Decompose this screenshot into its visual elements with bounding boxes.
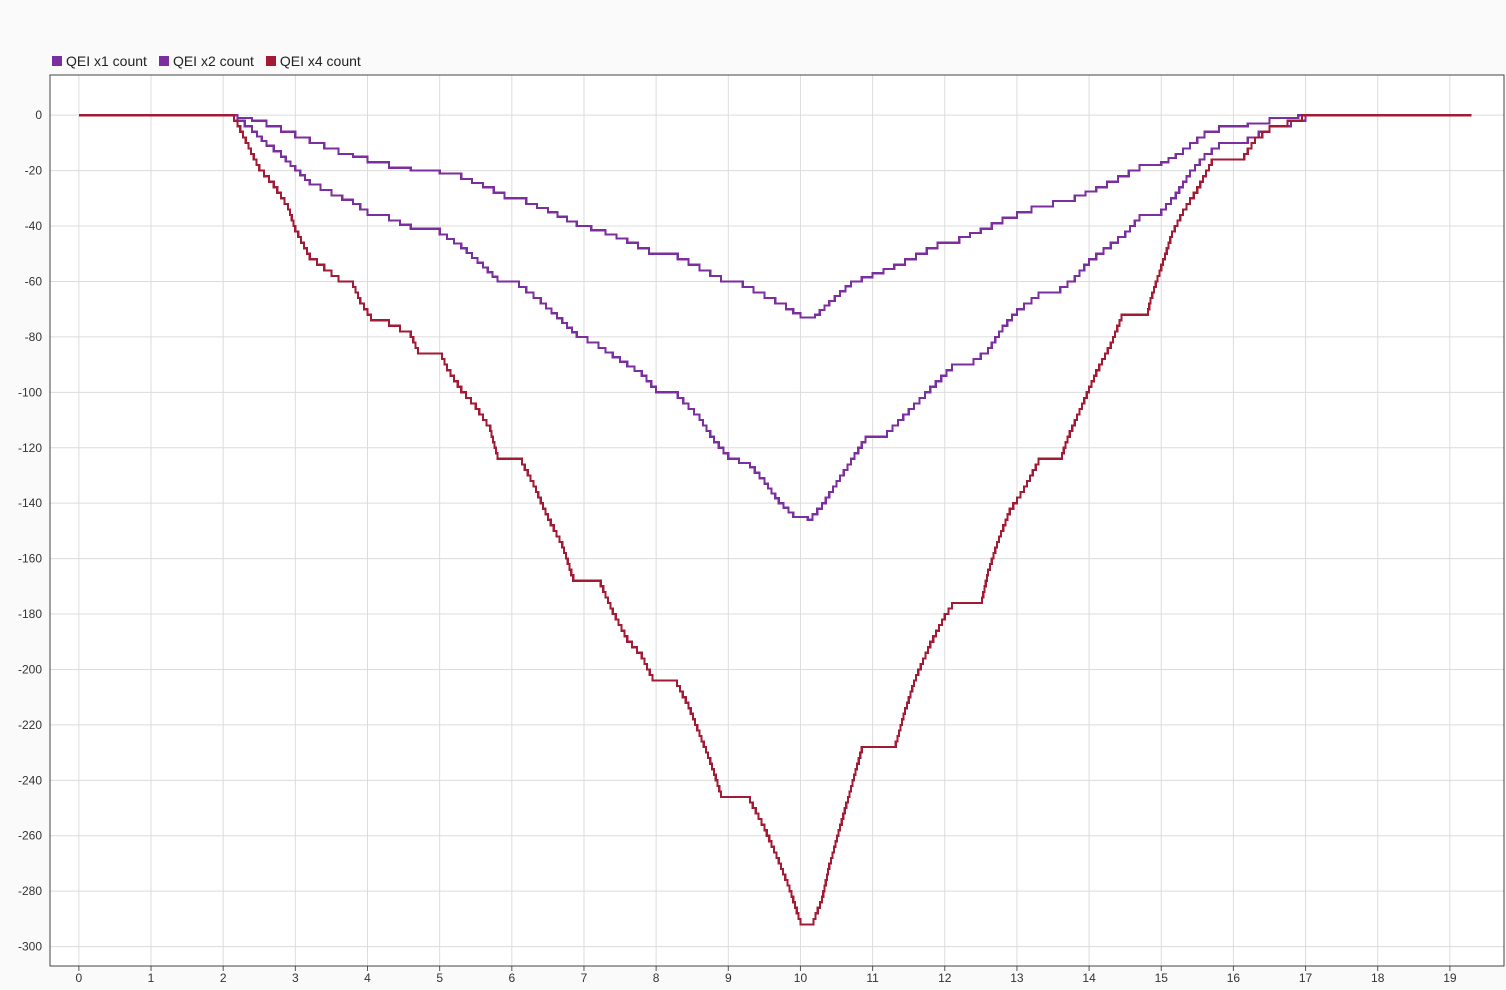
legend-label-x1: QEI x1 count <box>66 53 147 69</box>
y-tick-label: 0 <box>35 108 42 122</box>
grid-lines <box>50 75 1504 966</box>
legend-swatch-x4 <box>265 56 276 66</box>
legend-swatch-x1 <box>52 56 62 66</box>
x-tick-label: 8 <box>653 971 660 985</box>
axes: 0 1 2 3 4 5 6 7 8 9 10 11 12 13 14 15 16 17 18 190-20-40-60… <box>18 74 1505 985</box>
y-tick-label: -180 <box>18 607 42 621</box>
x-tick-label: 9 <box>725 971 732 985</box>
series-lines <box>78 114 1472 926</box>
y-tick-label: -160 <box>18 552 42 566</box>
series-line-2 <box>78 114 1472 521</box>
x-tick-label: 5 <box>436 971 443 985</box>
y-tick-label: -140 <box>18 496 42 510</box>
y-tick-label: -20 <box>25 164 43 178</box>
y-tick-label: -220 <box>18 718 42 732</box>
y-tick-label: -60 <box>25 274 43 288</box>
legend-item-x2[interactable]: QEI x2 count <box>158 53 254 69</box>
y-tick-label: -200 <box>18 662 42 676</box>
x-tick-label: 14 <box>1082 971 1096 985</box>
x-tick-label: 10 <box>794 971 808 985</box>
series-line-1 <box>78 114 1472 319</box>
x-tick-label: 3 <box>292 971 299 985</box>
legend-item-x4[interactable]: QEI x4 count <box>265 53 361 69</box>
y-tick-label: -80 <box>25 330 43 344</box>
x-tick-label: 6 <box>508 971 515 985</box>
legend: QEI x1 count QEI x2 count QEI x4 count <box>52 52 361 70</box>
x-tick-label: 13 <box>1010 971 1024 985</box>
legend-item-x1[interactable]: QEI x1 count <box>52 53 147 69</box>
y-tick-label: -120 <box>18 441 42 455</box>
x-tick-label: 0 <box>76 971 83 985</box>
x-tick-label: 7 <box>581 971 588 985</box>
series-line-3 <box>78 114 1472 926</box>
legend-swatch-x2 <box>158 56 169 66</box>
x-tick-label: 4 <box>364 971 371 985</box>
x-tick-label: 18 <box>1371 971 1385 985</box>
x-tick-label: 12 <box>938 971 952 985</box>
x-tick-label: 19 <box>1443 971 1457 985</box>
x-tick-label: 17 <box>1299 971 1313 985</box>
y-tick-label: -260 <box>18 829 42 843</box>
x-tick-label: 15 <box>1155 971 1169 985</box>
legend-label-x4: QEI x4 count <box>279 53 361 69</box>
y-tick-label: -100 <box>18 385 42 399</box>
x-tick-label: 11 <box>866 971 879 985</box>
y-tick-label: -40 <box>25 219 43 233</box>
legend-label-x2: QEI x2 count <box>172 53 254 69</box>
x-tick-label: 2 <box>220 971 227 985</box>
x-tick-label: 16 <box>1227 971 1241 985</box>
y-tick-label: -280 <box>18 884 42 898</box>
y-tick-label: -300 <box>18 940 42 954</box>
plot-frame <box>49 74 1505 967</box>
y-tick-label: -240 <box>18 773 42 787</box>
plot-background <box>50 75 1504 966</box>
x-tick-label: 1 <box>148 971 155 985</box>
